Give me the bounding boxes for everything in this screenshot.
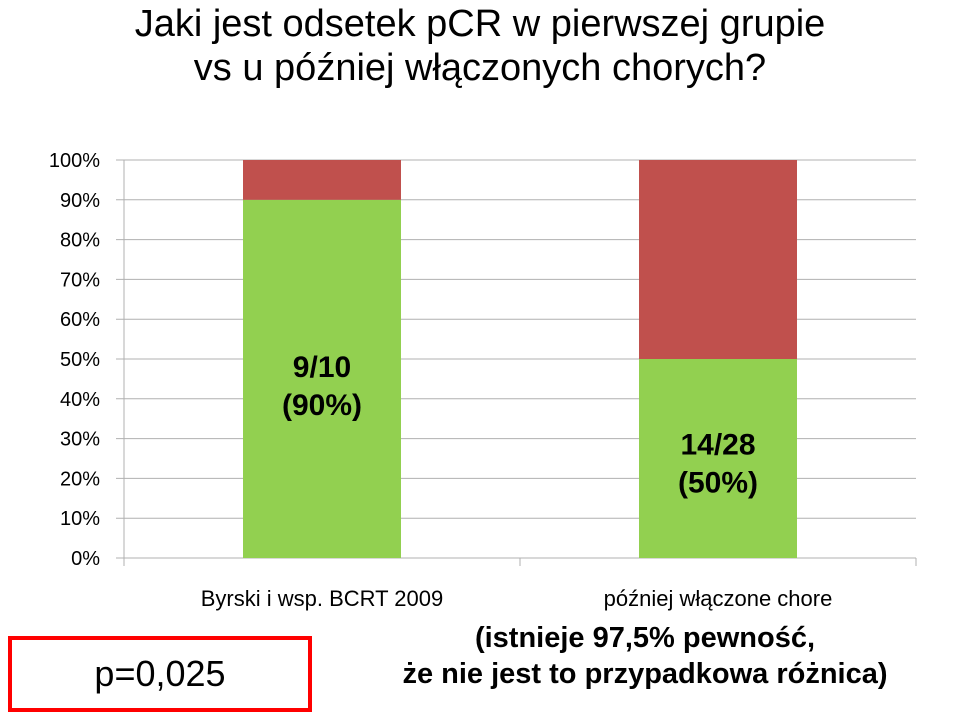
- bar-segment: [243, 199, 401, 559]
- y-tick-label: 20%: [60, 468, 100, 490]
- slide-title-line-2: vs u później włączonych chorych?: [193, 47, 767, 89]
- significance-note-line-1: (istnieje 97,5% pewność,: [474, 622, 816, 654]
- y-tick-label: 60%: [60, 309, 100, 331]
- significance-note-line-2: że nie jest to przypadkowa różnica): [402, 658, 888, 690]
- stacked-bar-chart: 0% 10% 20% 30% 40% 50% 60% 70% 80% 90% 100% Byrski …: [49, 150, 917, 611]
- y-tick-label: 40%: [60, 389, 100, 411]
- y-tick-label: 0%: [71, 548, 100, 570]
- y-tick-label: 50%: [60, 349, 100, 371]
- y-tick-label: 100%: [49, 150, 100, 172]
- data-label-line-1: 14/28: [680, 429, 755, 462]
- y-tick-label: 10%: [60, 508, 100, 530]
- slide-title-line-1: Jaki jest odsetek pCR w pierwszej grupie: [134, 3, 826, 45]
- bar-segment: [639, 160, 797, 359]
- x-tick-label: Byrski i wsp. BCRT 2009: [201, 586, 444, 611]
- data-label-line-2: (90%): [282, 389, 362, 422]
- slide-title: Jaki jest odsetek pCR w pierwszej grupie…: [0, 2, 960, 90]
- p-value-text: p=0,025: [94, 653, 226, 694]
- significance-note: (istnieje 97,5% pewność, że nie jest to …: [330, 620, 960, 692]
- bar-segment: [639, 359, 797, 558]
- data-label-line-2: (50%): [678, 467, 758, 500]
- data-label-line-1: 9/10: [293, 351, 351, 384]
- y-tick-label: 70%: [60, 269, 100, 291]
- p-value-box: p=0,025: [8, 636, 312, 712]
- bar-segment: [243, 160, 401, 200]
- y-tick-label: 90%: [60, 190, 100, 212]
- x-tick-label: później włączone chore: [604, 586, 833, 611]
- y-tick-label: 80%: [60, 230, 100, 252]
- y-tick-label: 30%: [60, 429, 100, 451]
